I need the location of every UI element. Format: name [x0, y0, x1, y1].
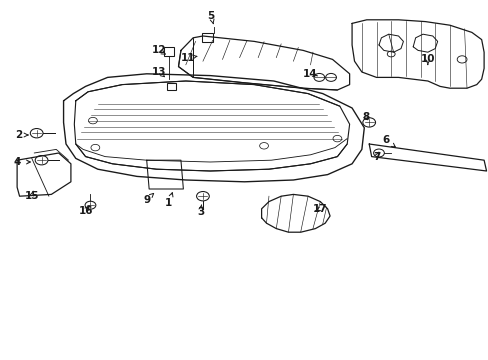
Text: 10: 10: [420, 54, 434, 64]
Text: 11: 11: [181, 53, 195, 63]
Text: 12: 12: [151, 45, 166, 55]
Bar: [202, 33, 212, 42]
Text: 6: 6: [382, 135, 389, 145]
Text: 4: 4: [14, 157, 21, 167]
Text: 13: 13: [151, 67, 166, 77]
Text: 16: 16: [78, 206, 93, 216]
Text: 5: 5: [207, 11, 214, 21]
Bar: [163, 47, 173, 56]
Text: 9: 9: [143, 195, 150, 205]
Text: 17: 17: [312, 204, 327, 214]
Text: 15: 15: [24, 191, 39, 201]
Text: 1: 1: [165, 198, 172, 208]
Text: 7: 7: [372, 152, 380, 162]
Text: 8: 8: [362, 112, 368, 122]
Text: 2: 2: [15, 130, 22, 140]
Text: 14: 14: [303, 69, 317, 79]
Text: 3: 3: [197, 207, 203, 217]
Bar: [166, 83, 175, 90]
